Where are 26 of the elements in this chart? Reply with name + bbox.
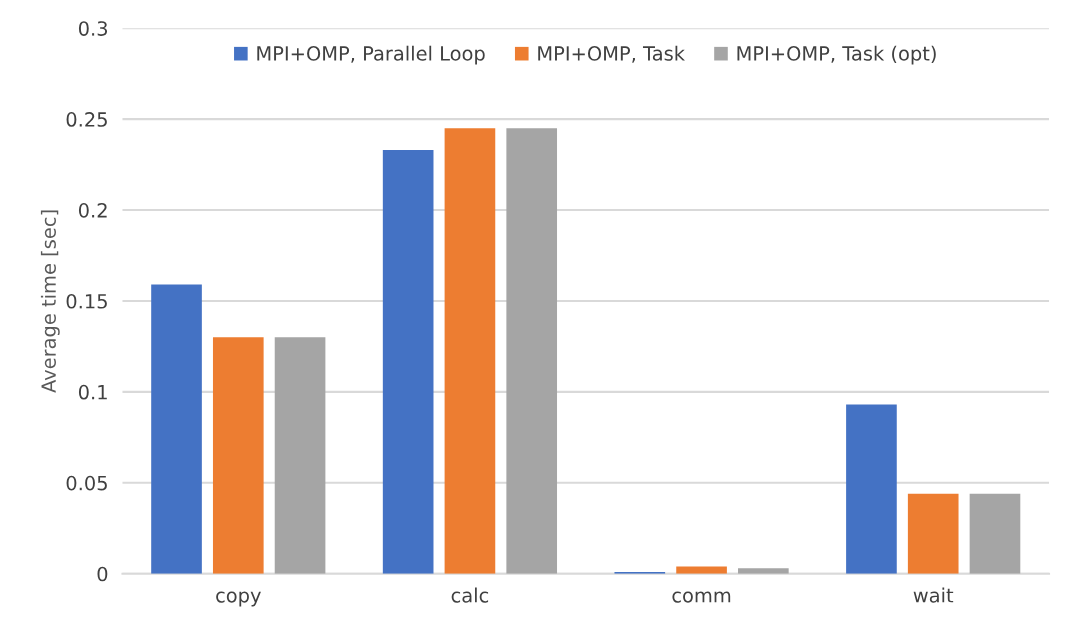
x-tick-label: calc — [451, 587, 489, 603]
y-axis-title: Average time [sec] — [40, 210, 60, 393]
x-tick-label: copy — [216, 591, 261, 607]
y-tick-label: 0.25 — [66, 112, 107, 127]
y-tick-label: 0.2 — [78, 203, 107, 218]
x-tick-label: wait — [913, 587, 954, 603]
bar — [506, 128, 558, 574]
bar — [274, 337, 326, 574]
bar — [846, 404, 897, 574]
bar — [969, 493, 1021, 574]
y-tick-label: 0.15 — [66, 293, 107, 309]
legend-label: MPI+OMP, Parallel Loop — [257, 45, 485, 65]
bar — [382, 150, 434, 574]
y-tick-label: 0 — [97, 566, 108, 582]
y-tick-label: 0.05 — [66, 475, 107, 491]
bar — [738, 568, 789, 574]
bar — [676, 566, 727, 574]
bar — [444, 128, 496, 574]
bar — [907, 493, 959, 574]
y-tick-label: 0.3 — [78, 21, 108, 36]
legend-label: MPI+OMP, Task (opt) — [737, 45, 936, 65]
y-tick-label: 0.1 — [78, 384, 107, 400]
x-tick-label: comm — [672, 591, 731, 603]
bar — [212, 337, 264, 574]
legend-label: MPI+OMP, Task — [538, 45, 685, 63]
bar — [151, 284, 202, 574]
